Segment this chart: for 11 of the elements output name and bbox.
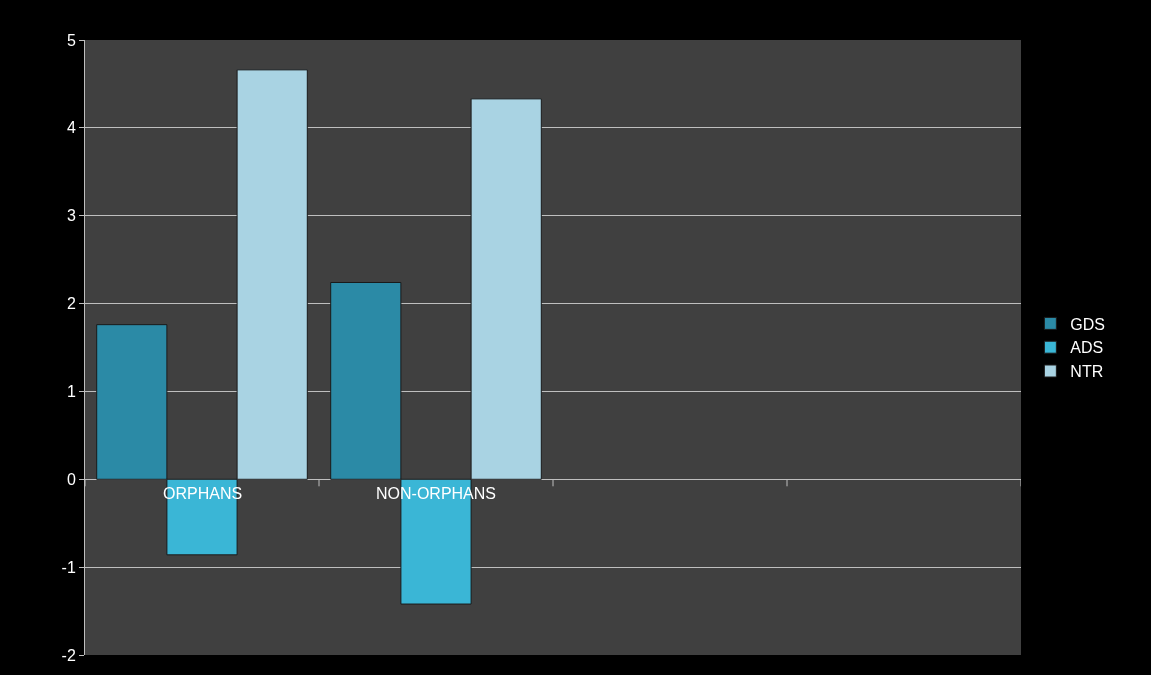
legend-label: ADS bbox=[1070, 339, 1104, 357]
y-tick-label: 4 bbox=[66, 119, 76, 137]
y-tick-label: -1 bbox=[61, 558, 76, 576]
legend-label: GDS bbox=[1070, 315, 1106, 333]
legend-label: NTR bbox=[1070, 363, 1104, 381]
y-tick-label: 5 bbox=[66, 31, 76, 49]
y-tick-label: -2 bbox=[61, 646, 76, 664]
y-tick-label: 1 bbox=[66, 383, 76, 401]
y-tick-label: 3 bbox=[66, 207, 76, 225]
y-tick-label: 2 bbox=[66, 295, 76, 313]
y-tick-label: 0 bbox=[66, 470, 76, 488]
